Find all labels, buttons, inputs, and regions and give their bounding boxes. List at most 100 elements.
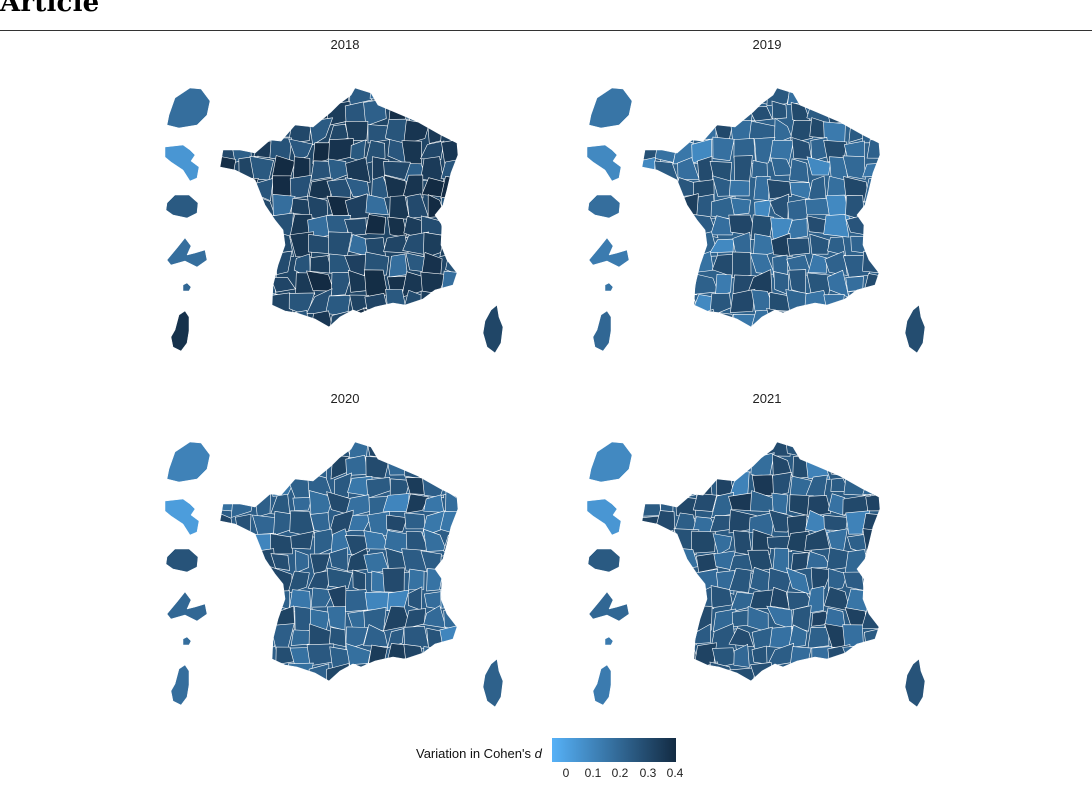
department-region — [866, 549, 880, 571]
department-region — [271, 88, 293, 105]
department-region — [220, 476, 237, 499]
department-region — [785, 567, 811, 595]
department-region — [694, 455, 719, 480]
department-region — [439, 231, 458, 258]
department-region — [423, 605, 447, 629]
department-region — [844, 549, 870, 575]
department-region — [290, 531, 314, 550]
department-region — [655, 589, 674, 609]
department-region — [771, 492, 789, 515]
department-region — [273, 666, 296, 681]
department-region — [402, 174, 424, 199]
department-region — [233, 101, 257, 125]
department-region — [230, 178, 259, 203]
department-region — [232, 627, 254, 651]
department-region — [233, 647, 258, 663]
department-region — [697, 155, 714, 184]
overseas-region — [604, 282, 614, 292]
department-region — [677, 625, 697, 651]
department-region — [728, 179, 750, 197]
department-region — [671, 88, 697, 105]
department-region — [642, 215, 658, 241]
department-region — [426, 442, 444, 454]
department-region — [345, 663, 373, 681]
department-region — [364, 292, 389, 316]
department-region — [659, 663, 676, 681]
department-region — [863, 665, 880, 681]
department-region — [728, 567, 752, 594]
department-region — [289, 231, 314, 258]
department-region — [230, 88, 256, 107]
department-region — [325, 88, 352, 104]
department-region — [220, 645, 233, 669]
department-region — [287, 570, 310, 594]
department-region — [220, 117, 232, 145]
department-region — [234, 663, 257, 681]
department-region — [252, 643, 273, 669]
department-region — [443, 452, 458, 479]
department-region — [863, 628, 880, 651]
panel-title: 2020 — [330, 391, 360, 406]
department-region — [655, 611, 677, 632]
department-region — [657, 238, 674, 255]
department-region — [307, 454, 328, 479]
department-region — [842, 624, 864, 648]
department-region — [807, 627, 830, 649]
department-region — [695, 103, 716, 122]
france-map — [586, 441, 926, 708]
legend-tick: 0 — [562, 766, 570, 780]
department-region — [642, 100, 662, 126]
department-region — [652, 289, 677, 314]
department-cells — [220, 442, 458, 681]
department-region — [690, 442, 718, 454]
department-region — [440, 589, 458, 609]
department-region — [728, 102, 755, 123]
mainland-outline — [219, 441, 459, 682]
department-region — [696, 193, 716, 220]
department-region — [733, 155, 753, 184]
legend-tick: 0.4 — [666, 766, 684, 780]
department-region — [766, 88, 792, 106]
department-region — [440, 473, 458, 497]
department-region — [862, 250, 880, 274]
department-region — [786, 312, 813, 327]
overseas-region — [182, 282, 192, 292]
department-region — [866, 218, 880, 239]
department-region — [712, 101, 737, 122]
department-region — [712, 533, 733, 556]
department-region — [220, 453, 239, 481]
department-region — [789, 646, 812, 669]
department-region — [441, 138, 458, 164]
department-region — [237, 195, 258, 221]
department-region — [401, 309, 428, 327]
department-region — [270, 533, 294, 555]
department-region — [309, 255, 333, 274]
department-region — [823, 514, 848, 531]
department-region — [440, 643, 458, 667]
legend-tick: 0.3 — [639, 766, 657, 780]
department-region — [673, 607, 698, 630]
department-region — [823, 293, 845, 315]
department-region — [655, 547, 680, 575]
department-region — [862, 478, 880, 495]
department-region — [423, 667, 443, 681]
department-region — [445, 490, 458, 517]
department-region — [220, 174, 238, 201]
department-region — [867, 198, 880, 216]
department-region — [843, 474, 866, 496]
department-region — [220, 100, 234, 125]
mainland-outline — [641, 441, 881, 682]
department-region — [671, 193, 699, 218]
department-region — [808, 442, 829, 460]
department-region — [439, 308, 458, 327]
department-region — [862, 88, 880, 107]
department-region — [231, 255, 253, 276]
department-region — [446, 291, 458, 313]
department-region — [653, 624, 679, 649]
department-region — [671, 585, 697, 612]
overseas-region — [604, 636, 614, 646]
department-region — [405, 88, 428, 105]
department-region — [790, 552, 809, 572]
department-region — [712, 88, 737, 103]
department-region — [383, 234, 409, 254]
